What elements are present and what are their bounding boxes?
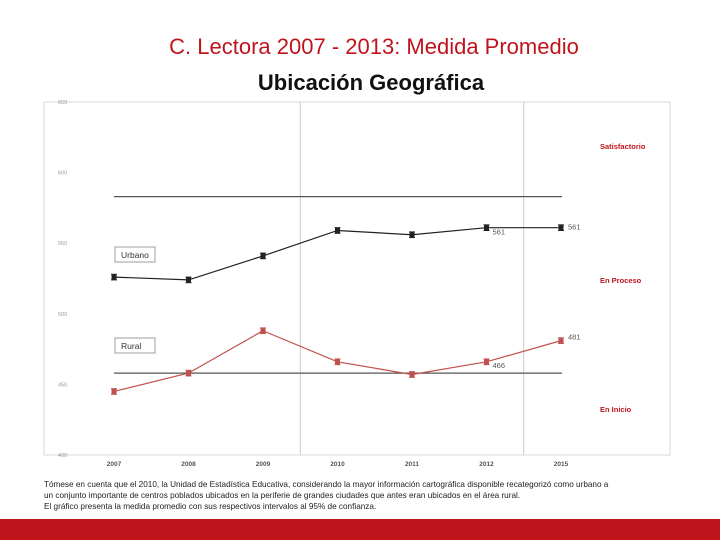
point-value-label: 481 [568, 333, 581, 342]
point-value-label: 561 [568, 223, 581, 232]
data-point [558, 338, 564, 344]
x-tick-label: 2011 [405, 461, 419, 468]
plot-frame [43, 101, 671, 456]
y-tick-label: 500 [58, 312, 67, 318]
y-tick-label: 450 [58, 382, 67, 388]
footnote-line: El gráfico presenta la medida promedio c… [44, 502, 377, 511]
threshold-label: Satisfactorio [600, 142, 646, 151]
point-value-label: 466 [493, 361, 506, 370]
x-tick-label: 2010 [330, 461, 345, 468]
series-name-label: Rural [121, 341, 141, 351]
data-point [335, 359, 340, 365]
y-tick-label: 650 [58, 100, 67, 106]
x-tick-label: 2008 [181, 461, 196, 468]
point-value-label: 561 [493, 228, 506, 237]
data-point [186, 370, 191, 376]
footnote-line: Tómese en cuenta que el 2010, la Unidad … [44, 480, 609, 489]
series-name-box [114, 337, 156, 354]
y-tick-label: 400 [58, 453, 67, 459]
bottom-accent-bar [0, 519, 720, 540]
slide-title: C. Lectora 2007 - 2013: Medida Promedio [169, 34, 579, 59]
slide-subtitle: Ubicación Geográfica [257, 70, 485, 95]
footnote: Tómese en cuenta que el 2010, la Unidad … [44, 479, 684, 512]
data-point [558, 225, 564, 231]
data-point [484, 359, 489, 365]
series-name-label: Urbano [121, 250, 149, 260]
data-point [186, 277, 191, 283]
data-point [335, 227, 340, 233]
data-point [484, 225, 489, 231]
x-tick-label: 2012 [479, 461, 494, 468]
x-tick-label: 2007 [107, 461, 122, 468]
threshold-label: En Proceso [600, 276, 642, 285]
x-tick-label: 2015 [554, 461, 569, 468]
x-tick-label: 2009 [256, 461, 271, 468]
data-point [260, 253, 266, 259]
data-point [111, 274, 117, 280]
data-point [409, 372, 415, 378]
y-tick-label: 550 [58, 241, 67, 247]
data-point [111, 388, 117, 394]
data-point [409, 232, 415, 238]
data-point [260, 328, 266, 334]
y-tick-label: 600 [58, 171, 67, 177]
threshold-label: En Inicio [600, 405, 632, 414]
series-name-box [114, 246, 156, 263]
footnote-line: un conjunto importante de centros poblad… [44, 491, 521, 500]
